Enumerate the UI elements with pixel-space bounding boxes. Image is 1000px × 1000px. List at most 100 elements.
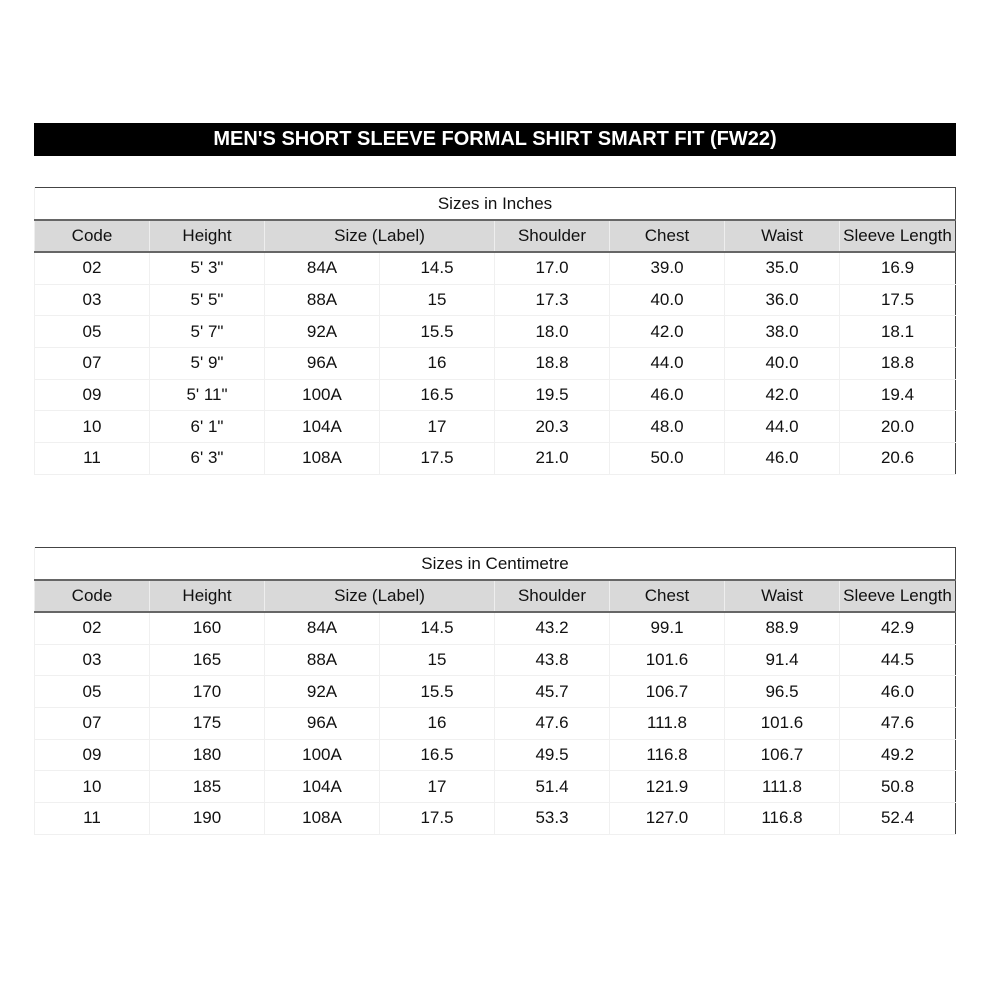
table-cell: 15 bbox=[379, 644, 495, 677]
table-cell: 43.2 bbox=[494, 612, 610, 645]
table-cell: 100A bbox=[264, 379, 380, 412]
table-cell: 15 bbox=[379, 284, 495, 317]
table-cell: 170 bbox=[149, 675, 265, 709]
table-cell: 99.1 bbox=[609, 612, 725, 645]
table-cell: 84A bbox=[264, 612, 380, 645]
table-cell: 05 bbox=[34, 315, 150, 349]
header-shoulder: Shoulder bbox=[494, 580, 610, 613]
table-cell: 21.0 bbox=[494, 442, 610, 475]
header-chest: Chest bbox=[609, 580, 725, 613]
table-row: 10 185 104A 17 51.4 121.9 111.8 50.8 bbox=[34, 770, 956, 804]
table-cell: 07 bbox=[34, 707, 150, 740]
table-cell: 50.0 bbox=[609, 442, 725, 475]
header-waist: Waist bbox=[724, 220, 840, 253]
table-cell: 02 bbox=[34, 252, 150, 285]
table-cell: 5' 3" bbox=[149, 252, 265, 285]
table-cell: 35.0 bbox=[724, 252, 840, 285]
table-cell: 104A bbox=[264, 410, 380, 444]
table-cell: 49.5 bbox=[494, 739, 610, 772]
table-cell: 5' 7" bbox=[149, 315, 265, 349]
table-cell: 116.8 bbox=[724, 802, 840, 835]
table-cell: 5' 9" bbox=[149, 347, 265, 380]
table-cell: 17.5 bbox=[839, 284, 956, 317]
table-cell: 100A bbox=[264, 739, 380, 772]
header-sleeve-length: Sleeve Length bbox=[839, 580, 956, 613]
table-row: 02 160 84A 14.5 43.2 99.1 88.9 42.9 bbox=[34, 612, 956, 645]
table-cell: 07 bbox=[34, 347, 150, 380]
table-row: 09 180 100A 16.5 49.5 116.8 106.7 49.2 bbox=[34, 739, 956, 772]
table-cell: 121.9 bbox=[609, 770, 725, 804]
table-row: 09 5' 11" 100A 16.5 19.5 46.0 42.0 19.4 bbox=[34, 379, 956, 412]
table-cell: 6' 1" bbox=[149, 410, 265, 444]
table-cell: 40.0 bbox=[609, 284, 725, 317]
table-cell: 49.2 bbox=[839, 739, 956, 772]
header-shoulder: Shoulder bbox=[494, 220, 610, 253]
header-size-label: Size (Label) bbox=[264, 220, 495, 253]
table-cell: 38.0 bbox=[724, 315, 840, 349]
table-cell: 127.0 bbox=[609, 802, 725, 835]
table-cell: 101.6 bbox=[609, 644, 725, 677]
table-cell: 180 bbox=[149, 739, 265, 772]
table-cell: 45.7 bbox=[494, 675, 610, 709]
table-cell: 17.5 bbox=[379, 442, 495, 475]
table-cell: 17.3 bbox=[494, 284, 610, 317]
table-cell: 84A bbox=[264, 252, 380, 285]
table-row: 03 165 88A 15 43.8 101.6 91.4 44.5 bbox=[34, 644, 956, 677]
table-cell: 44.5 bbox=[839, 644, 956, 677]
header-size-label: Size (Label) bbox=[264, 580, 495, 613]
table-cell: 17 bbox=[379, 770, 495, 804]
table-cell: 165 bbox=[149, 644, 265, 677]
table-cell: 11 bbox=[34, 442, 150, 475]
table-cell: 11 bbox=[34, 802, 150, 835]
table-row: 03 5' 5" 88A 15 17.3 40.0 36.0 17.5 bbox=[34, 284, 956, 317]
table-cell: 18.1 bbox=[839, 315, 956, 349]
table-cell: 53.3 bbox=[494, 802, 610, 835]
header-code: Code bbox=[34, 220, 150, 253]
table-cell: 88A bbox=[264, 644, 380, 677]
table-cell: 16.5 bbox=[379, 379, 495, 412]
header-height: Height bbox=[149, 220, 265, 253]
table-cell: 15.5 bbox=[379, 675, 495, 709]
table-cell: 91.4 bbox=[724, 644, 840, 677]
table-cell: 96.5 bbox=[724, 675, 840, 709]
table-cell: 15.5 bbox=[379, 315, 495, 349]
table-cell: 02 bbox=[34, 612, 150, 645]
table-cell: 48.0 bbox=[609, 410, 725, 444]
table-cell: 18.0 bbox=[494, 315, 610, 349]
table-caption: Sizes in Inches bbox=[34, 187, 956, 221]
table-cell: 03 bbox=[34, 644, 150, 677]
table-cell: 14.5 bbox=[379, 252, 495, 285]
table-cell: 03 bbox=[34, 284, 150, 317]
table-cell: 42.0 bbox=[724, 379, 840, 412]
table-cell: 185 bbox=[149, 770, 265, 804]
table-cell: 106.7 bbox=[609, 675, 725, 709]
table-cell: 96A bbox=[264, 347, 380, 380]
table-row: 05 5' 7" 92A 15.5 18.0 42.0 38.0 18.1 bbox=[34, 315, 956, 349]
table-cell: 111.8 bbox=[609, 707, 725, 740]
table-row: 10 6' 1" 104A 17 20.3 48.0 44.0 20.0 bbox=[34, 410, 956, 444]
table-cell: 108A bbox=[264, 802, 380, 835]
table-cell: 111.8 bbox=[724, 770, 840, 804]
table-row: 07 5' 9" 96A 16 18.8 44.0 40.0 18.8 bbox=[34, 347, 956, 380]
table-cell: 19.4 bbox=[839, 379, 956, 412]
table-cell: 39.0 bbox=[609, 252, 725, 285]
table-cell: 52.4 bbox=[839, 802, 956, 835]
table-cell: 20.3 bbox=[494, 410, 610, 444]
table-cell: 190 bbox=[149, 802, 265, 835]
table-row: 05 170 92A 15.5 45.7 106.7 96.5 46.0 bbox=[34, 675, 956, 709]
table-cell: 175 bbox=[149, 707, 265, 740]
table-cell: 16 bbox=[379, 347, 495, 380]
table-cell: 16 bbox=[379, 707, 495, 740]
table-cell: 19.5 bbox=[494, 379, 610, 412]
table-cell: 108A bbox=[264, 442, 380, 475]
header-sleeve-length: Sleeve Length bbox=[839, 220, 956, 253]
table-cell: 88.9 bbox=[724, 612, 840, 645]
table-cell: 20.0 bbox=[839, 410, 956, 444]
table-cell: 43.8 bbox=[494, 644, 610, 677]
table-row: 02 5' 3" 84A 14.5 17.0 39.0 35.0 16.9 bbox=[34, 252, 956, 285]
table-cell: 92A bbox=[264, 675, 380, 709]
table-cell: 47.6 bbox=[494, 707, 610, 740]
table-cell: 42.0 bbox=[609, 315, 725, 349]
table-cell: 101.6 bbox=[724, 707, 840, 740]
table-cell: 09 bbox=[34, 739, 150, 772]
